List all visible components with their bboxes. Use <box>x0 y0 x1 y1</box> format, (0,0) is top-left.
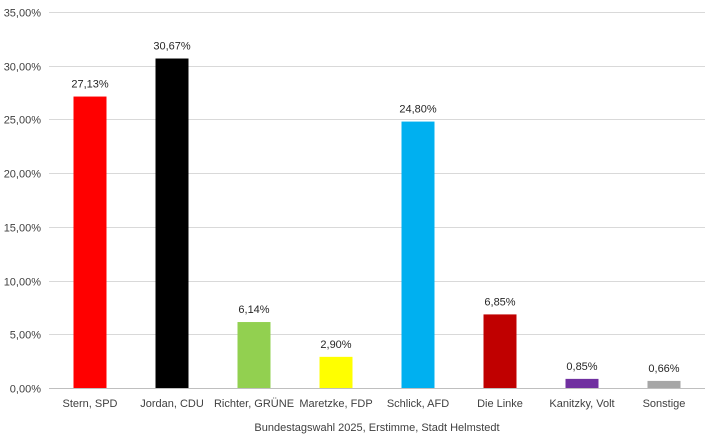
data-labels: 27,13% 30,67% 6,14% 2,90% 24,80% 6,85% 0,85% 0,… <box>71 41 679 375</box>
bar <box>155 58 189 388</box>
data-label: 6,85% <box>484 296 515 308</box>
category-label: Die Linke <box>477 398 523 410</box>
category-label: Kanitzky, Volt <box>549 398 614 410</box>
x-axis-title: Bundestagswahl 2025, Erstimme, Stadt Hel… <box>254 422 499 434</box>
data-label: 27,13% <box>71 79 109 91</box>
y-tick-label: 25,00% <box>4 115 42 127</box>
y-axis: 0,00% 5,00% 10,00% 15,00% 20,00% 25,00% 30,00%… <box>4 8 42 396</box>
y-tick-label: 5,00% <box>10 330 41 342</box>
y-tick-label: 20,00% <box>4 169 42 181</box>
data-label: 0,66% <box>648 363 679 375</box>
y-tick-label: 30,00% <box>4 62 42 74</box>
gridlines <box>49 12 705 389</box>
category-label: Sonstige <box>643 398 686 410</box>
x-axis: Stern, SPD Jordan, CDU Richter, GRÜNE Maret… <box>62 398 685 410</box>
bars <box>73 58 681 388</box>
data-label: 6,14% <box>238 304 269 316</box>
bar <box>647 380 681 388</box>
y-tick-label: 0,00% <box>10 384 41 396</box>
y-tick-label: 10,00% <box>4 277 42 289</box>
category-label: Stern, SPD <box>62 398 117 410</box>
bar <box>483 314 517 388</box>
data-label: 24,80% <box>399 104 437 116</box>
bar <box>319 356 353 388</box>
y-tick-label: 15,00% <box>4 223 42 235</box>
bar <box>237 322 271 388</box>
y-tick-label: 35,00% <box>4 8 42 20</box>
category-label: Maretzke, FDP <box>299 398 372 410</box>
data-label: 2,90% <box>320 339 351 351</box>
category-label: Jordan, CDU <box>140 398 204 410</box>
bar <box>401 121 435 388</box>
category-label: Schlick, AFD <box>387 398 449 410</box>
bar <box>73 96 107 388</box>
data-label: 0,85% <box>566 361 597 373</box>
data-label: 30,67% <box>153 41 191 53</box>
category-label: Richter, GRÜNE <box>214 398 294 410</box>
bar <box>565 378 599 388</box>
